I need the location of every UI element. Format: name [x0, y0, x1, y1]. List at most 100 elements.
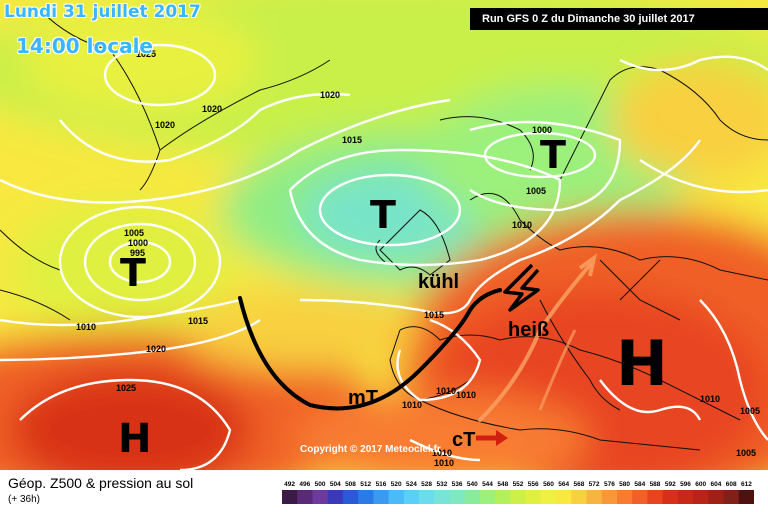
scale-swatch [449, 490, 466, 504]
scale-swatch [647, 490, 664, 504]
scale-tick-label: 588 [650, 481, 661, 488]
scale-tick-label: 576 [604, 481, 615, 488]
scale-swatch [419, 490, 435, 504]
scale-swatch [434, 490, 450, 504]
low-center-central: T [370, 193, 396, 237]
isobars [0, 43, 768, 470]
scale-tick-label: 600 [695, 481, 706, 488]
isobar-label: 1010 [402, 400, 422, 410]
color-scale-bar: 492 496 500 504 508 512 516 520 524 528 532 536 540 5… [282, 481, 754, 504]
scale-swatch [388, 490, 405, 504]
scale-swatch [617, 490, 633, 504]
scale-tick-label: 504 [330, 481, 341, 488]
scale-swatch [312, 490, 329, 504]
scale-tick-label: 532 [436, 481, 447, 488]
scale-tick-label: 572 [589, 481, 600, 488]
scale-tick-label: 536 [452, 481, 463, 488]
ct-arrowhead [496, 430, 508, 446]
scale-tick-label: 528 [421, 481, 432, 488]
isobar-label: 1020 [146, 344, 166, 354]
isobar-label: 1010 [76, 322, 96, 332]
annotation-mt: mT [348, 387, 378, 409]
frontal-line [238, 288, 502, 411]
scale-swatch [723, 490, 740, 504]
scale-tick-label: 596 [680, 481, 691, 488]
isobar-label: 1010 [432, 448, 452, 458]
scale-tick-label: 580 [619, 481, 630, 488]
isobar-label: 1010 [434, 458, 454, 468]
annotation-cool: kühl [418, 271, 459, 293]
isobar-label: 1025 [136, 49, 156, 59]
isobar-label: 1010 [436, 386, 456, 396]
isobar-label: 1005 [526, 186, 546, 196]
scale-swatch [601, 490, 618, 504]
isobar-label: 1000 [532, 125, 552, 135]
high-center-azores: H [118, 416, 151, 462]
isobar-label: 1015 [342, 135, 362, 145]
scale-swatch [297, 490, 313, 504]
scale-swatch [693, 490, 709, 504]
forecast-local-time: 14:00 locale [16, 34, 153, 58]
isobar-label: 1010 [700, 394, 720, 404]
scale-tick-label: 520 [391, 481, 402, 488]
isobar-label: 1010 [456, 390, 476, 400]
scale-swatch [510, 490, 527, 504]
isobar-label: 1020 [320, 90, 340, 100]
scale-tick-label: 564 [558, 481, 569, 488]
scale-tick-label: 552 [513, 481, 524, 488]
low-center-west: T [120, 251, 146, 295]
high-center-mediterranean: H [616, 327, 668, 400]
isobar-label: 1010 [512, 220, 532, 230]
scale-swatch [571, 490, 587, 504]
model-run-info: Run GFS 0 Z du Dimanche 30 juillet 2017 [470, 8, 768, 30]
isobar-label: 1005 [736, 448, 756, 458]
scale-tick-label: 500 [315, 481, 326, 488]
scale-swatch [327, 490, 344, 504]
pressure-centers: T T T H H [118, 133, 668, 462]
airmass-annotations: kühl heiß mT cT [348, 271, 549, 451]
scale-swatch [495, 490, 511, 504]
isobar-label: 1020 [155, 120, 175, 130]
low-center-north: T [540, 133, 566, 177]
copyright-notice: Copyright © 2017 Meteociel.fr [300, 444, 441, 455]
scale-swatch [282, 490, 298, 504]
scale-tick-label: 556 [528, 481, 539, 488]
scale-swatch [403, 490, 420, 504]
scale-swatch [479, 490, 496, 504]
warm-air-arrow-left [538, 329, 577, 411]
annotation-ct: cT [452, 429, 475, 451]
scale-tick-label: 584 [634, 481, 645, 488]
isobar-label: 1005 [124, 228, 144, 238]
isobar-label: 1005 [740, 406, 760, 416]
scale-tick-label: 508 [345, 481, 356, 488]
geopotential-field [0, 0, 768, 470]
isobar-label: 1015 [424, 310, 444, 320]
thunderstorm-symbol [503, 263, 540, 312]
scale-swatch [662, 490, 679, 504]
isobar-label: 1000 [128, 238, 148, 248]
scale-tick-label: 568 [573, 481, 584, 488]
scale-swatch [464, 490, 481, 504]
scale-swatch [373, 490, 390, 504]
scale-swatch [708, 490, 724, 504]
isobar-label: 1025 [116, 383, 136, 393]
forecast-date: Lundi 31 juillet 2017 [4, 2, 201, 22]
scale-tick-label: 560 [543, 481, 554, 488]
scale-tick-label: 516 [376, 481, 387, 488]
scale-tick-label: 604 [710, 481, 721, 488]
scale-tick-label: 496 [299, 481, 310, 488]
scale-swatch [738, 490, 754, 504]
product-title: Géop. Z500 & pression au sol [8, 475, 194, 491]
scale-swatch [632, 490, 648, 504]
isobar-label: 1015 [188, 316, 208, 326]
scale-tick-label: 540 [467, 481, 478, 488]
scale-tick-label: 548 [497, 481, 508, 488]
scale-tick-label: 492 [284, 481, 295, 488]
scale-swatch [556, 490, 572, 504]
scale-tick-label: 608 [726, 481, 737, 488]
scale-tick-label: 524 [406, 481, 417, 488]
scale-tick-label: 592 [665, 481, 676, 488]
scale-swatch [358, 490, 374, 504]
scale-tick-label: 612 [741, 481, 752, 488]
